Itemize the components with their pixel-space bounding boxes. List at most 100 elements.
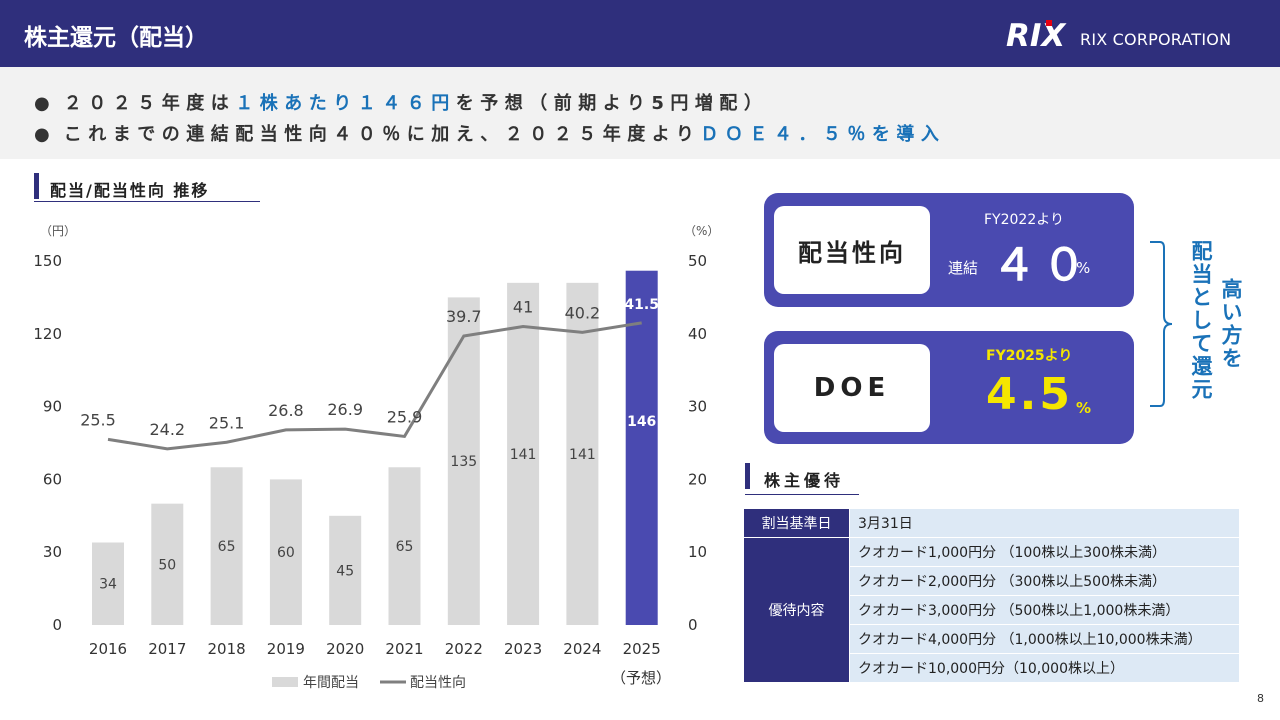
payout-label: 25.9	[387, 407, 423, 426]
dividend-bar	[210, 467, 243, 625]
benefit-item: クオカード2,000円分 （300株以上500株未満）	[849, 566, 1240, 596]
content-label: 優待内容	[743, 537, 850, 683]
payout-note: FY2022より	[984, 212, 1064, 228]
x-tick-label: 2020	[326, 640, 364, 658]
y-right-tick: 0	[688, 616, 698, 634]
dividend-label: 60	[277, 545, 295, 561]
table-row: クオカード3,000円分 （500株以上1,000株未満）	[744, 595, 1240, 625]
dividend-label: 141	[569, 447, 596, 463]
y-left-tick: 30	[43, 543, 62, 561]
y-left-tick: 60	[43, 470, 62, 488]
payout-label: 25.1	[209, 413, 245, 432]
date-label: 割当基準日	[743, 508, 850, 538]
payout-label: 41.5	[624, 297, 659, 313]
y-left-unit: （円）	[40, 224, 76, 238]
rix-logo: RIX	[1006, 18, 1067, 50]
y-left-tick: 120	[33, 325, 62, 343]
side-text-line1: 高い方を	[1219, 278, 1243, 370]
payout-value: ４０	[992, 240, 1092, 291]
payout-label: 41	[513, 298, 533, 317]
benefit-item: クオカード10,000円分（10,000株以上）	[849, 653, 1240, 683]
table-row: クオカード10,000円分（10,000株以上）	[744, 653, 1240, 683]
y-right-tick: 20	[688, 470, 707, 488]
doe-value: 4.5	[986, 369, 1073, 420]
table-row: クオカード2,000円分 （300株以上500株未満）	[744, 566, 1240, 596]
bracket-icon	[1150, 241, 1173, 407]
table-row: クオカード4,000円分 （1,000株以上10,000株未満）	[744, 624, 1240, 654]
summary-bullets: ● ２０２５年度は１株あたり１４６円を予想（前期より5円増配） ● これまでの連結配…	[0, 67, 1280, 159]
chart-section-title: 配当/配当性向 推移	[50, 181, 210, 200]
x-tick-label: 2025	[623, 640, 661, 658]
payout-label: 39.7	[446, 307, 482, 326]
y-left-tick: 0	[52, 616, 62, 634]
payout-unit: %	[1076, 259, 1091, 277]
dividend-bar	[507, 282, 540, 625]
dividend-chart: （円） （%） 0 30 60 90 120 150 0 10 20 30 40 50 34 50 65…	[33, 224, 719, 691]
bullet-dot-icon: ●	[34, 124, 50, 145]
dividend-label: 146	[627, 414, 656, 430]
y-right-unit: （%）	[684, 224, 719, 238]
benefit-section-title: 株主優待	[764, 471, 845, 490]
doe-unit: %	[1076, 399, 1092, 417]
dividend-bar	[566, 282, 599, 625]
x-tick-label: 2022	[445, 640, 483, 658]
benefit-table: 割当基準日 3月31日 優待内容 クオカード1,000円分 （100株以上300…	[743, 508, 1240, 683]
y-right-tick: 40	[688, 325, 707, 343]
payout-label: 24.2	[149, 420, 185, 439]
section-marker	[34, 173, 39, 199]
dividend-label: 141	[510, 447, 537, 463]
dividend-label: 65	[218, 539, 236, 555]
dividend-bar	[329, 515, 362, 625]
bullet-doe: ● これまでの連結配当性向４０％に加え、２０２５年度よりＤＯＥ４．５％を導入	[34, 124, 946, 145]
x-tick-label: 2021	[385, 640, 423, 658]
legend-bar-label: 年間配当	[303, 675, 359, 691]
table-row: 割当基準日 3月31日	[743, 508, 1240, 538]
y-right-tick: 30	[688, 398, 707, 416]
doe-label: DOE	[774, 344, 930, 432]
payout-label: 26.8	[268, 401, 304, 420]
x-tick-label: 2018	[208, 640, 246, 658]
date-value: 3月31日	[849, 508, 1240, 538]
section-marker	[745, 463, 750, 489]
legend-bar-swatch	[272, 677, 298, 687]
payout-label: 25.5	[80, 410, 116, 429]
payout-prefix: 連結	[948, 259, 979, 277]
doe-box: DOE FY2025より 4.5 %	[764, 331, 1134, 444]
dividend-bar	[269, 479, 302, 625]
forecast-note: （予想）	[611, 669, 671, 687]
dividend-label: 65	[396, 539, 414, 555]
y-right-tick: 10	[688, 543, 707, 561]
payout-box: 配当性向 FY2022より 連結 ４０ %	[764, 193, 1134, 307]
dividend-label: 135	[450, 454, 477, 470]
x-tick-label: 2019	[267, 640, 305, 658]
payout-label: 配当性向	[774, 206, 930, 294]
table-row: 優待内容 クオカード1,000円分 （100株以上300株未満）	[743, 537, 1240, 683]
dividend-label: 34	[99, 577, 117, 593]
benefit-item: クオカード1,000円分 （100株以上300株未満）	[849, 537, 1240, 567]
payout-label: 26.9	[327, 400, 363, 419]
x-tick-label: 2024	[563, 640, 601, 658]
x-tick-label: 2017	[148, 640, 186, 658]
dividend-bar	[151, 503, 184, 625]
dividend-bar	[388, 467, 421, 625]
section-underline	[745, 494, 859, 495]
x-tick-label: 2016	[89, 640, 127, 658]
chart-legend: 年間配当 配当性向	[272, 675, 466, 691]
dividend-label: 50	[158, 557, 176, 573]
company-name: RIX CORPORATION	[1080, 30, 1232, 49]
dividend-label: 45	[336, 563, 354, 579]
bullet-forecast: ● ２０２５年度は１株あたり１４６円を予想（前期より5円増配）	[34, 93, 769, 114]
page-number: 8	[1257, 692, 1264, 705]
dividend-bar	[92, 542, 124, 625]
page-title: 株主還元（配当）	[24, 25, 208, 51]
payout-ratio-line	[107, 321, 642, 451]
y-left-tick: 90	[43, 398, 62, 416]
payout-label: 40.2	[565, 303, 601, 322]
legend-line-label: 配当性向	[410, 675, 466, 691]
side-text-line2: 配当として還元	[1189, 240, 1213, 401]
y-right-tick: 50	[688, 252, 707, 270]
section-underline	[34, 201, 260, 202]
header-bar: 株主還元（配当） RIX RIX CORPORATION	[0, 0, 1280, 67]
benefit-item: クオカード4,000円分 （1,000株以上10,000株未満）	[849, 624, 1240, 654]
bullet-dot-icon: ●	[34, 93, 50, 114]
